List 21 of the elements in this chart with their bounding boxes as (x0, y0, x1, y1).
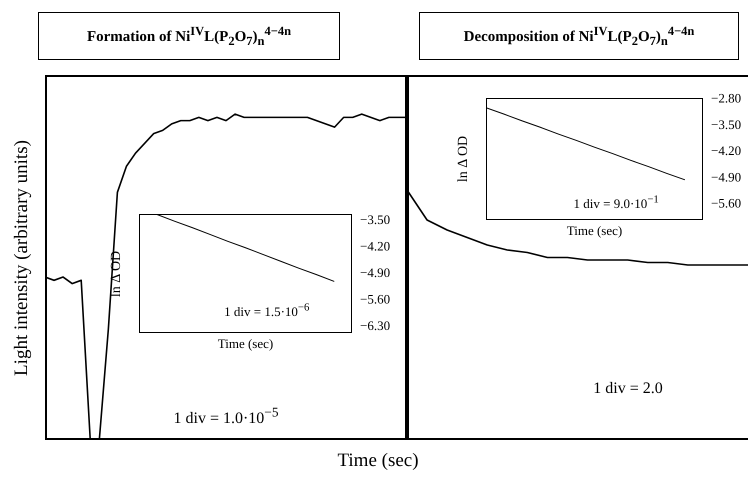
y-axis-title: ln Δ OD (456, 136, 471, 182)
annotation: 1 div = 2.0 (593, 380, 663, 397)
y-tick-label: −5.60 (360, 292, 390, 307)
x-axis-title: Time (sec) (218, 336, 274, 351)
y-axis-title: Light intensity (arbitrary units) (11, 140, 32, 376)
y-tick-label: −4.20 (360, 238, 390, 254)
annotation: 1 div = 1.0·10$^{−5}$ (174, 405, 278, 428)
y-tick-label: −2.80 (711, 90, 742, 106)
y-tick-label: −3.50 (360, 212, 390, 227)
y-tick-label: −3.50 (711, 116, 742, 132)
annotation: 1 div = 1.5·10$^{−6}$ (224, 302, 310, 320)
annotation: 1 div = 9.0·10$^{−1}$ (574, 194, 659, 212)
line-series (156, 214, 335, 282)
y-tick-label: −4.90 (360, 264, 390, 280)
y-tick-label: −5.60 (711, 196, 742, 211)
line-series (486, 107, 686, 180)
y-tick-label: −6.30 (360, 318, 390, 334)
y-tick-label: −4.20 (711, 143, 742, 158)
y-tick-label: −4.90 (711, 169, 742, 184)
x-axis-title: Time (sec) (566, 223, 622, 238)
x-axis-title: Time (sec) (337, 450, 419, 471)
